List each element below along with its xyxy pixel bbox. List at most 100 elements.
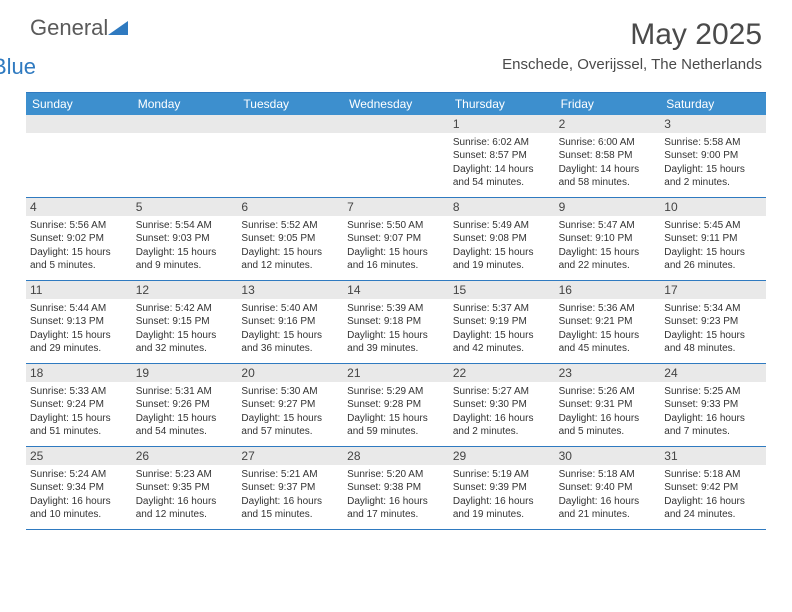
- day-cell: 1Sunrise: 6:02 AMSunset: 8:57 PMDaylight…: [449, 115, 555, 197]
- day-details: Sunrise: 5:50 AMSunset: 9:07 PMDaylight:…: [343, 216, 449, 277]
- day-details: Sunrise: 5:31 AMSunset: 9:26 PMDaylight:…: [132, 382, 238, 443]
- day-details: Sunrise: 5:18 AMSunset: 9:40 PMDaylight:…: [555, 465, 661, 526]
- logo-text-blue: Blue: [0, 57, 128, 78]
- week-row: 4Sunrise: 5:56 AMSunset: 9:02 PMDaylight…: [26, 198, 766, 281]
- location-text: Enschede, Overijssel, The Netherlands: [502, 56, 762, 73]
- logo-text-general: General: [30, 18, 108, 39]
- day-number: 1: [449, 115, 555, 133]
- day-number: 19: [132, 364, 238, 382]
- day-number: 17: [660, 281, 766, 299]
- day-details: Sunrise: 5:25 AMSunset: 9:33 PMDaylight:…: [660, 382, 766, 443]
- day-number: 26: [132, 447, 238, 465]
- day-header: Wednesday: [343, 93, 449, 115]
- day-details: Sunrise: 5:39 AMSunset: 9:18 PMDaylight:…: [343, 299, 449, 360]
- day-number: 31: [660, 447, 766, 465]
- day-number: 20: [237, 364, 343, 382]
- day-number-empty: [237, 115, 343, 133]
- day-number-empty: [343, 115, 449, 133]
- day-cell: 29Sunrise: 5:19 AMSunset: 9:39 PMDayligh…: [449, 447, 555, 529]
- day-number: 6: [237, 198, 343, 216]
- day-cell: 5Sunrise: 5:54 AMSunset: 9:03 PMDaylight…: [132, 198, 238, 280]
- day-number: 7: [343, 198, 449, 216]
- day-number-empty: [132, 115, 238, 133]
- day-number: 14: [343, 281, 449, 299]
- day-details: Sunrise: 5:23 AMSunset: 9:35 PMDaylight:…: [132, 465, 238, 526]
- day-header: Saturday: [660, 93, 766, 115]
- day-cell: 18Sunrise: 5:33 AMSunset: 9:24 PMDayligh…: [26, 364, 132, 446]
- day-cell: 21Sunrise: 5:29 AMSunset: 9:28 PMDayligh…: [343, 364, 449, 446]
- day-number: 23: [555, 364, 661, 382]
- day-details: Sunrise: 5:42 AMSunset: 9:15 PMDaylight:…: [132, 299, 238, 360]
- day-number: 25: [26, 447, 132, 465]
- day-number: 12: [132, 281, 238, 299]
- day-number: 5: [132, 198, 238, 216]
- day-cell: 31Sunrise: 5:18 AMSunset: 9:42 PMDayligh…: [660, 447, 766, 529]
- month-title: May 2025: [502, 18, 762, 52]
- day-cell: [26, 115, 132, 197]
- day-number: 21: [343, 364, 449, 382]
- day-cell: 28Sunrise: 5:20 AMSunset: 9:38 PMDayligh…: [343, 447, 449, 529]
- day-number: 10: [660, 198, 766, 216]
- day-details: Sunrise: 5:52 AMSunset: 9:05 PMDaylight:…: [237, 216, 343, 277]
- day-number: 11: [26, 281, 132, 299]
- day-details: Sunrise: 5:56 AMSunset: 9:02 PMDaylight:…: [26, 216, 132, 277]
- day-number: 3: [660, 115, 766, 133]
- day-details: Sunrise: 5:19 AMSunset: 9:39 PMDaylight:…: [449, 465, 555, 526]
- day-details: Sunrise: 5:30 AMSunset: 9:27 PMDaylight:…: [237, 382, 343, 443]
- day-cell: [237, 115, 343, 197]
- week-row: 25Sunrise: 5:24 AMSunset: 9:34 PMDayligh…: [26, 447, 766, 530]
- day-number: 24: [660, 364, 766, 382]
- day-details: Sunrise: 5:24 AMSunset: 9:34 PMDaylight:…: [26, 465, 132, 526]
- day-details: Sunrise: 5:44 AMSunset: 9:13 PMDaylight:…: [26, 299, 132, 360]
- day-details: Sunrise: 6:02 AMSunset: 8:57 PMDaylight:…: [449, 133, 555, 194]
- day-cell: 22Sunrise: 5:27 AMSunset: 9:30 PMDayligh…: [449, 364, 555, 446]
- day-cell: [132, 115, 238, 197]
- day-number: 13: [237, 281, 343, 299]
- day-cell: 9Sunrise: 5:47 AMSunset: 9:10 PMDaylight…: [555, 198, 661, 280]
- day-number: 9: [555, 198, 661, 216]
- day-details: Sunrise: 6:00 AMSunset: 8:58 PMDaylight:…: [555, 133, 661, 194]
- day-details: Sunrise: 5:34 AMSunset: 9:23 PMDaylight:…: [660, 299, 766, 360]
- day-header: Thursday: [449, 93, 555, 115]
- day-number: 18: [26, 364, 132, 382]
- day-details: Sunrise: 5:21 AMSunset: 9:37 PMDaylight:…: [237, 465, 343, 526]
- day-cell: 8Sunrise: 5:49 AMSunset: 9:08 PMDaylight…: [449, 198, 555, 280]
- day-number: 16: [555, 281, 661, 299]
- day-cell: 26Sunrise: 5:23 AMSunset: 9:35 PMDayligh…: [132, 447, 238, 529]
- day-header-row: SundayMondayTuesdayWednesdayThursdayFrid…: [26, 93, 766, 115]
- day-cell: 30Sunrise: 5:18 AMSunset: 9:40 PMDayligh…: [555, 447, 661, 529]
- day-header: Sunday: [26, 93, 132, 115]
- day-cell: 3Sunrise: 5:58 AMSunset: 9:00 PMDaylight…: [660, 115, 766, 197]
- day-cell: 13Sunrise: 5:40 AMSunset: 9:16 PMDayligh…: [237, 281, 343, 363]
- day-cell: 23Sunrise: 5:26 AMSunset: 9:31 PMDayligh…: [555, 364, 661, 446]
- day-cell: 24Sunrise: 5:25 AMSunset: 9:33 PMDayligh…: [660, 364, 766, 446]
- day-cell: 7Sunrise: 5:50 AMSunset: 9:07 PMDaylight…: [343, 198, 449, 280]
- day-header: Tuesday: [237, 93, 343, 115]
- day-number: 4: [26, 198, 132, 216]
- day-cell: 2Sunrise: 6:00 AMSunset: 8:58 PMDaylight…: [555, 115, 661, 197]
- week-row: 1Sunrise: 6:02 AMSunset: 8:57 PMDaylight…: [26, 115, 766, 198]
- day-details: Sunrise: 5:36 AMSunset: 9:21 PMDaylight:…: [555, 299, 661, 360]
- day-details: Sunrise: 5:54 AMSunset: 9:03 PMDaylight:…: [132, 216, 238, 277]
- day-number: 15: [449, 281, 555, 299]
- day-number: 2: [555, 115, 661, 133]
- logo-triangle-icon: [108, 19, 128, 37]
- day-cell: 19Sunrise: 5:31 AMSunset: 9:26 PMDayligh…: [132, 364, 238, 446]
- day-details: Sunrise: 5:47 AMSunset: 9:10 PMDaylight:…: [555, 216, 661, 277]
- day-number: 22: [449, 364, 555, 382]
- day-cell: [343, 115, 449, 197]
- day-details: Sunrise: 5:18 AMSunset: 9:42 PMDaylight:…: [660, 465, 766, 526]
- day-header: Friday: [555, 93, 661, 115]
- day-cell: 15Sunrise: 5:37 AMSunset: 9:19 PMDayligh…: [449, 281, 555, 363]
- day-number: 8: [449, 198, 555, 216]
- day-cell: 16Sunrise: 5:36 AMSunset: 9:21 PMDayligh…: [555, 281, 661, 363]
- day-details: Sunrise: 5:45 AMSunset: 9:11 PMDaylight:…: [660, 216, 766, 277]
- day-details: Sunrise: 5:49 AMSunset: 9:08 PMDaylight:…: [449, 216, 555, 277]
- header: General Blue May 2025 Enschede, Overijss…: [0, 0, 792, 86]
- day-details: Sunrise: 5:26 AMSunset: 9:31 PMDaylight:…: [555, 382, 661, 443]
- calendar: SundayMondayTuesdayWednesdayThursdayFrid…: [26, 92, 766, 530]
- day-details: Sunrise: 5:40 AMSunset: 9:16 PMDaylight:…: [237, 299, 343, 360]
- day-cell: 20Sunrise: 5:30 AMSunset: 9:27 PMDayligh…: [237, 364, 343, 446]
- day-cell: 4Sunrise: 5:56 AMSunset: 9:02 PMDaylight…: [26, 198, 132, 280]
- day-cell: 12Sunrise: 5:42 AMSunset: 9:15 PMDayligh…: [132, 281, 238, 363]
